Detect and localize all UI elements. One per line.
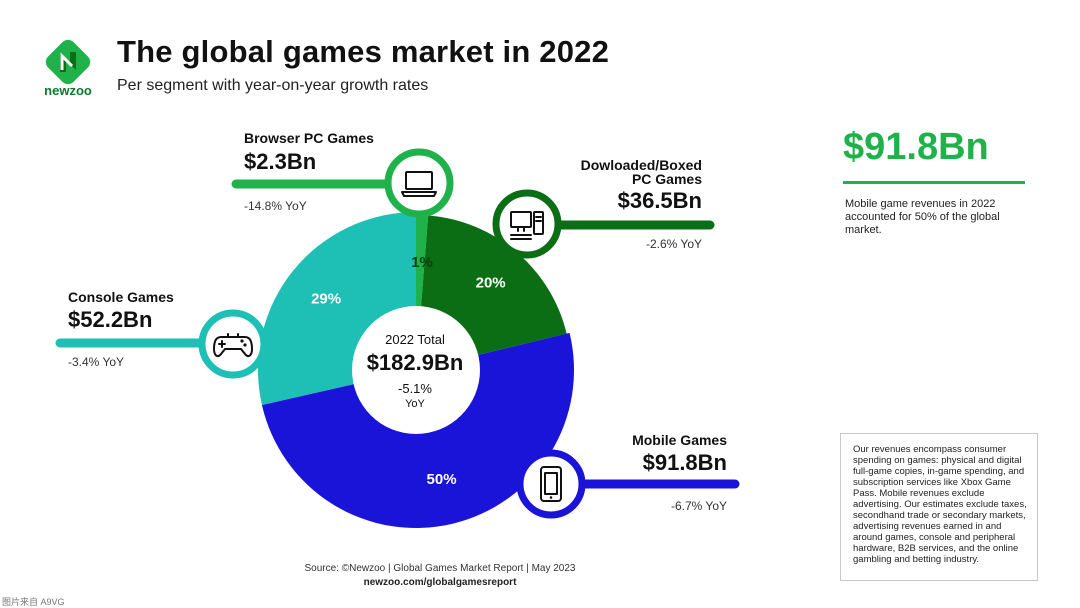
share-label-browser-pc: 1% [411, 254, 433, 271]
gamepad-icon [198, 309, 268, 379]
source-citation: Source: ©Newzoo | Global Games Market Re… [304, 563, 576, 574]
segment-name-mobile: Mobile Games [632, 432, 727, 448]
laptop-icon [384, 148, 454, 218]
segment-name-console: Console Games [68, 289, 174, 305]
watermark-text: 图片来自 A9VG [2, 597, 65, 607]
source-website: newzoo.com/globalgamesreport [363, 577, 517, 588]
segment-yoy-downloaded-pc: -2.6% YoY [645, 237, 702, 251]
brand-name: newzoo [44, 83, 92, 98]
segment-name-downloaded-pc-line1: Dowloaded/Boxed [580, 157, 702, 173]
center-total-yoy-unit: YoY [405, 398, 425, 410]
share-label-downloaded-pc: 20% [476, 275, 506, 292]
newzoo-logo [45, 39, 91, 85]
segment-value-browser-pc: $2.3Bn [244, 149, 317, 174]
smartphone-icon [516, 449, 586, 519]
share-label-console: 29% [311, 290, 341, 307]
center-total-yoy: -5.1% [398, 381, 432, 396]
center-total-value: $182.9Bn [366, 350, 464, 375]
segment-name-browser-pc: Browser PC Games [244, 130, 374, 146]
share-label-mobile: 50% [427, 471, 457, 488]
center-total-label: 2022 Total [385, 332, 445, 347]
segment-name-downloaded-pc-line2: PC Games [631, 171, 702, 187]
highlight-value: $91.8Bn [843, 126, 989, 168]
page-title: The global games market in 2022 [117, 34, 610, 69]
methodology-note: Our revenues encompass consumer spending… [840, 433, 1038, 581]
highlight-underline [843, 181, 1025, 184]
segment-yoy-mobile: -6.7% YoY [670, 499, 727, 513]
segment-value-console: $52.2Bn [68, 307, 153, 332]
segment-yoy-console: -3.4% YoY [68, 355, 125, 369]
donut-hole [352, 306, 480, 434]
highlight-text: Mobile game revenues in 2022 accounted f… [845, 198, 1000, 236]
page-subtitle: Per segment with year-on-year growth rat… [117, 77, 429, 94]
desktop-computer-icon [492, 189, 562, 259]
segment-value-downloaded-pc: $36.5Bn [617, 188, 702, 213]
segment-yoy-browser-pc: -14.8% YoY [244, 199, 307, 213]
segment-value-mobile: $91.8Bn [642, 450, 727, 475]
